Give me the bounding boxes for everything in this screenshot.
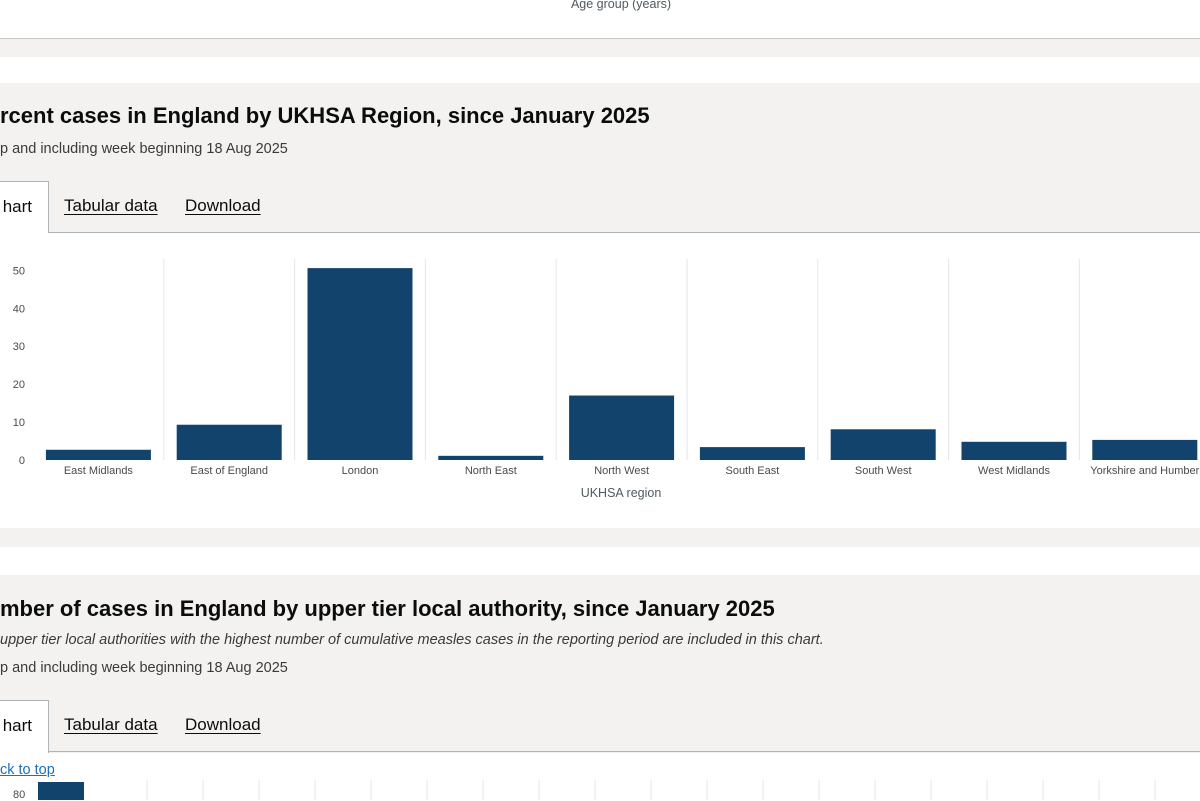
tab-download-2[interactable]: Download: [185, 715, 261, 734]
region-chart-title: rcent cases in England by UKHSA Region, …: [0, 103, 650, 128]
region-chart-card: rcent cases in England by UKHSA Region, …: [0, 83, 1200, 529]
region-chart-subtitle: p and including week beginning 18 Aug 20…: [0, 141, 288, 157]
tab-tabular-data-2[interactable]: Tabular data: [64, 715, 158, 734]
bar-london: [307, 268, 413, 460]
bar-east-of-england: [176, 424, 282, 460]
utla-chart-card: mber of cases in England by upper tier l…: [0, 575, 1200, 800]
tab-chart[interactable]: hart: [0, 181, 49, 234]
x-tick-label: North East: [465, 465, 517, 477]
tab-chart-2[interactable]: hart: [0, 700, 49, 753]
y-tick-label: 50: [13, 265, 25, 277]
x-tick-label: East Midlands: [64, 465, 134, 477]
utla-chart-title: mber of cases in England by upper tier l…: [0, 596, 775, 621]
y-tick-label: 20: [13, 379, 25, 391]
bar-north-east: [438, 455, 544, 460]
prev-chart-axis-label-area: Age group (years): [571, 0, 671, 11]
utla-first-bar: [38, 782, 84, 800]
utla-chart-subtitle: p and including week beginning 18 Aug 20…: [0, 660, 288, 676]
bar-south-east: [699, 447, 805, 460]
y-tick-label: 10: [13, 417, 25, 429]
utla-chart-tabs: hart Tabular data Download: [0, 700, 1200, 753]
tab-chart-2-label: hart: [2, 716, 32, 735]
bar-yorkshire-and-humber: [1092, 439, 1198, 460]
region-chart-tabs: hart Tabular data Download: [0, 181, 1200, 234]
utla-chart-note: upper tier local authorities with the hi…: [0, 632, 824, 648]
bar-west-midlands: [961, 441, 1067, 460]
tabs-underline: [48, 232, 1200, 233]
bar-north-west: [569, 395, 675, 460]
y-tick-label: 0: [19, 455, 25, 467]
bar-south-west: [830, 429, 936, 460]
utla-chart-gridlines: [38, 780, 1156, 800]
tab-download[interactable]: Download: [185, 196, 261, 215]
x-tick-label: South East: [725, 465, 779, 477]
x-tick-label: West Midlands: [978, 465, 1050, 477]
section-spacer: [0, 39, 1200, 57]
x-tick-label: London: [342, 465, 379, 477]
section-spacer-2: [0, 529, 1200, 547]
y-tick-label: 40: [13, 303, 25, 315]
region-bar-chart: 0 10 20 30 40 50 East Midlands East of England L…: [13, 259, 1200, 500]
x-tick-label: South West: [855, 465, 912, 477]
tab-tabular-data[interactable]: Tabular data: [64, 196, 158, 215]
tabs-underline-2: [48, 751, 1200, 752]
x-tick-label: Yorkshire and Humber: [1090, 465, 1199, 477]
bar-east-midlands: [45, 449, 151, 460]
tab-chart-label: hart: [2, 197, 32, 216]
utla-chart-panel: [0, 753, 1200, 800]
y-tick-label: 30: [13, 341, 25, 353]
x-tick-label: East of England: [190, 465, 268, 477]
prev-chart-x-axis-title: Age group (years): [571, 0, 671, 11]
region-chart-panel: 0 10 20 30 40 50 East Midlands East of England L…: [0, 233, 1200, 528]
back-to-top-link[interactable]: ck to top: [0, 762, 55, 778]
utla-y-tick-80: 80: [13, 789, 26, 801]
x-tick-label: North West: [594, 465, 649, 477]
section-divider: [0, 38, 1200, 39]
region-x-axis-title: UKHSA region: [581, 486, 662, 500]
